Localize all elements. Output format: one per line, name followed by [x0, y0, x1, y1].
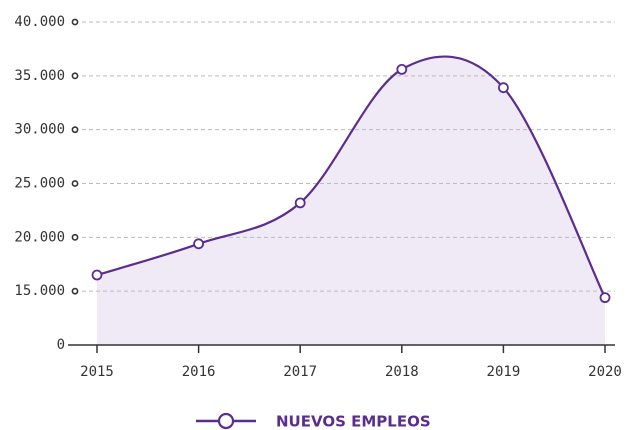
point — [396, 63, 408, 75]
x-tick-label: 2019 — [487, 364, 521, 380]
area — [97, 56, 605, 346]
x-tick-label: 2016 — [182, 364, 216, 380]
x-tick-label: 2020 — [588, 364, 622, 380]
point — [91, 269, 103, 281]
y-tick-dot — [71, 233, 79, 241]
y-tick-label: 20.000 — [14, 229, 65, 245]
x-tick-label: 2017 — [283, 364, 317, 380]
x-tick-label: 2018 — [385, 364, 419, 380]
x-tick-label: 2015 — [80, 364, 114, 380]
point — [294, 197, 306, 209]
y-tick-label: 0 — [57, 337, 65, 353]
point — [599, 292, 611, 304]
point — [193, 238, 205, 250]
y-tick-label: 35.000 — [14, 68, 65, 84]
y-tick-label: 40.000 — [14, 14, 65, 30]
y-tick-label: 15.000 — [14, 283, 65, 299]
legend-label: NUEVOS EMPLEOS — [276, 413, 431, 430]
y-tick-dot — [71, 18, 79, 26]
y-tick-label: 30.000 — [14, 122, 65, 138]
legend-marker — [217, 412, 235, 430]
y-tick-dot — [71, 126, 79, 134]
y-tick-dot — [71, 287, 79, 295]
y-tick-dot — [71, 72, 79, 80]
y-tick-label: 25.000 — [14, 176, 65, 192]
y-tick-dot — [71, 180, 79, 187]
point — [497, 82, 509, 94]
